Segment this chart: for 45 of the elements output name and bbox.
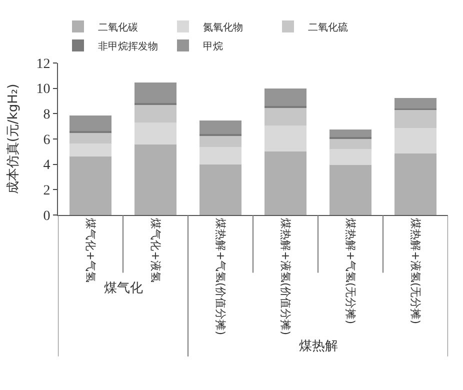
y-tick-label: 4 [43, 158, 50, 174]
legend-label: 非甲烷挥发物 [98, 40, 158, 52]
y-tick-label: 8 [43, 108, 50, 123]
bar [394, 154, 437, 215]
bar [394, 98, 437, 109]
legend-label: 二氧化硫 [308, 21, 348, 34]
text: 煤气化 [104, 281, 143, 296]
bar [69, 132, 112, 144]
legend-label: 二氧化碳 [98, 21, 138, 34]
bar [69, 116, 112, 131]
x-tick-label: 煤热解+气氢(无分摊) [344, 218, 357, 324]
bar [329, 149, 372, 165]
bar [264, 88, 307, 106]
x-tick-label: 煤热解+液氢(价值分摊) [278, 218, 292, 336]
x-tick-label: 煤气化+液氢 [148, 218, 162, 282]
bar [329, 164, 372, 215]
legend-label: 甲烷 [203, 40, 223, 52]
bar [69, 143, 112, 157]
y-axis-title: 成本仿真(元/kgH₂) [6, 84, 22, 194]
bar [134, 104, 177, 123]
y-tick-label: 10 [36, 82, 50, 98]
bar [134, 82, 177, 103]
bar [329, 138, 372, 150]
bar [69, 156, 112, 215]
bar [199, 120, 242, 134]
x-tick-label: 煤热解+液氢(无分摊) [408, 218, 422, 324]
bar [394, 128, 437, 154]
legend-label: 氮氧化物 [203, 21, 243, 34]
y-tick-label: 2 [43, 184, 50, 199]
bar [329, 130, 372, 138]
bar [394, 110, 437, 128]
bar [264, 126, 307, 152]
x-tick-label: 煤热解+气氢(价值分摊) [214, 218, 227, 336]
y-tick-label: 6 [43, 132, 50, 148]
y-tick-label: 12 [36, 56, 50, 72]
bar [199, 164, 242, 215]
bar [134, 122, 177, 145]
bar [264, 152, 307, 215]
bar [199, 147, 242, 164]
text: 煤热解 [299, 339, 338, 354]
y-tick-label: 0 [43, 208, 50, 224]
bar [134, 144, 177, 215]
bar [264, 107, 307, 126]
x-tick-label: 煤气化+气氢 [84, 218, 97, 282]
bar [199, 135, 242, 148]
